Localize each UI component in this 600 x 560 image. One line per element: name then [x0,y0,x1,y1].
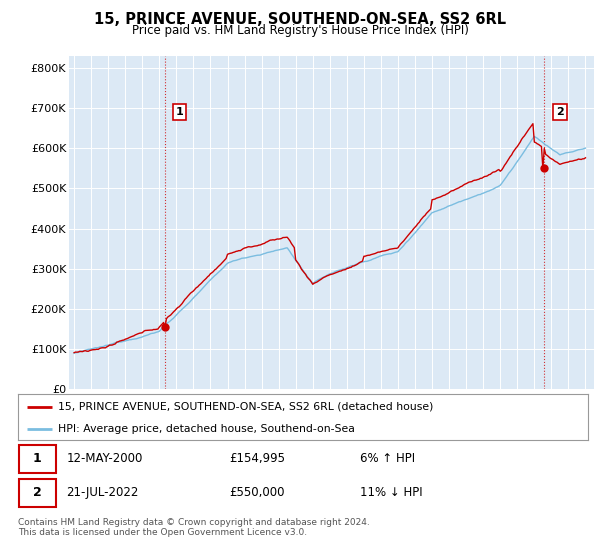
FancyBboxPatch shape [19,479,56,507]
Text: 21-JUL-2022: 21-JUL-2022 [67,486,139,500]
Text: 6% ↑ HPI: 6% ↑ HPI [360,452,415,465]
Text: 12-MAY-2000: 12-MAY-2000 [67,452,143,465]
Text: Contains HM Land Registry data © Crown copyright and database right 2024.
This d: Contains HM Land Registry data © Crown c… [18,518,370,538]
Text: 2: 2 [556,107,564,117]
Text: £154,995: £154,995 [229,452,285,465]
Text: 15, PRINCE AVENUE, SOUTHEND-ON-SEA, SS2 6RL: 15, PRINCE AVENUE, SOUTHEND-ON-SEA, SS2 … [94,12,506,27]
Text: 1: 1 [33,452,42,465]
Text: £550,000: £550,000 [229,486,284,500]
Text: HPI: Average price, detached house, Southend-on-Sea: HPI: Average price, detached house, Sout… [58,424,355,435]
FancyBboxPatch shape [19,445,56,473]
Text: 2: 2 [33,486,42,500]
Text: 1: 1 [176,107,184,117]
Text: Price paid vs. HM Land Registry's House Price Index (HPI): Price paid vs. HM Land Registry's House … [131,24,469,37]
Text: 15, PRINCE AVENUE, SOUTHEND-ON-SEA, SS2 6RL (detached house): 15, PRINCE AVENUE, SOUTHEND-ON-SEA, SS2 … [58,402,433,412]
Text: 11% ↓ HPI: 11% ↓ HPI [360,486,422,500]
